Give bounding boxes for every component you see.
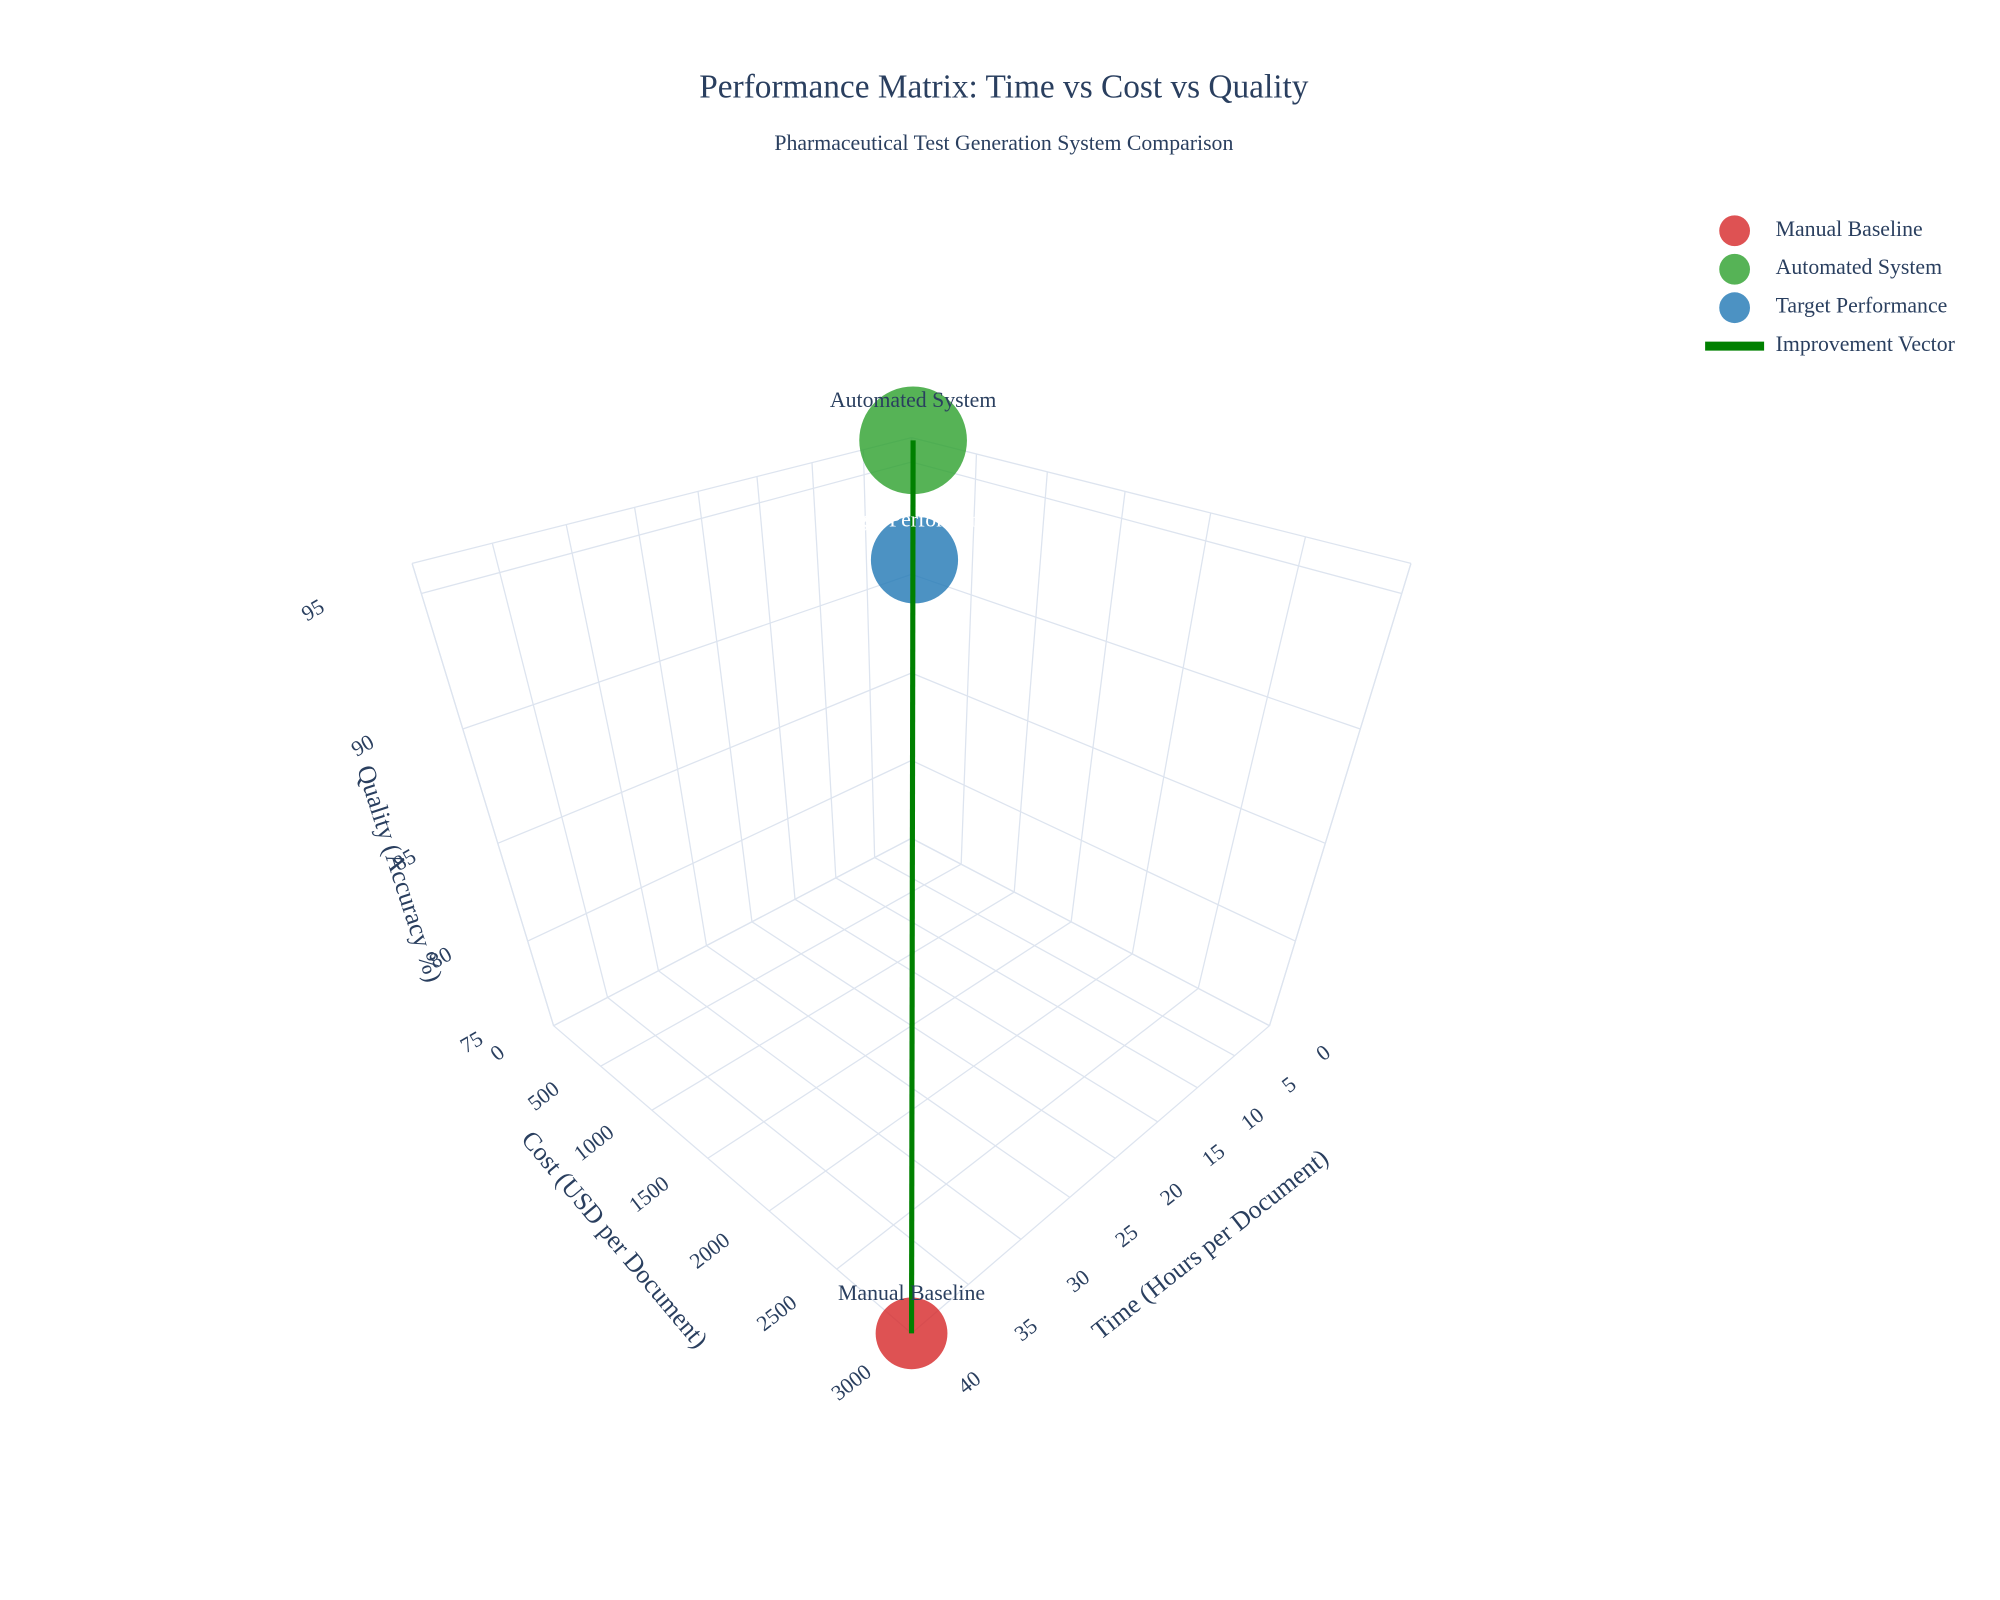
y-tick-label: 500 [523, 1076, 564, 1115]
box-edge [411, 436, 912, 565]
z-tick-label: 90 [347, 730, 378, 762]
x-tick-label: 0 [1312, 1040, 1335, 1066]
box-edge [1268, 563, 1412, 1026]
y-tick-label: 3000 [827, 1360, 876, 1406]
grid-line [835, 877, 1198, 1089]
grid-line [527, 759, 912, 942]
grid-line [794, 898, 1159, 1123]
grid-line [911, 461, 1402, 595]
grid-line [911, 759, 1296, 942]
y-axis-title: Cost (USD per Document) [516, 1125, 714, 1354]
grid-line [911, 1025, 1270, 1334]
x-tick-label: 30 [1062, 1265, 1094, 1297]
z-tick-label: 95 [297, 594, 328, 626]
grid-line [1131, 512, 1212, 954]
grid-line [462, 573, 912, 730]
grid-line [658, 970, 1022, 1240]
grid-line [553, 837, 912, 1027]
grid-line [960, 453, 978, 865]
x-tick-label: 40 [953, 1366, 985, 1398]
grid-line [811, 462, 837, 878]
y-tick-label: 2000 [685, 1228, 734, 1274]
y-tick-label: 0 [486, 1040, 509, 1066]
grid-line [421, 461, 912, 595]
legend-marker [1719, 253, 1750, 285]
x-tick-label: 5 [1277, 1072, 1300, 1098]
grid-line [651, 891, 1015, 1111]
box-edge [911, 436, 1412, 565]
grid-line [607, 996, 969, 1286]
grid-line [751, 921, 1116, 1159]
improvement-line [908, 440, 916, 1334]
grid-line [1197, 536, 1307, 989]
x-tick-label: 25 [1111, 1220, 1143, 1252]
grid-line [756, 476, 796, 900]
grid-line [1070, 491, 1126, 922]
grid-line [911, 837, 1270, 1027]
chart-subtitle: Pharmaceutical Test Generation System Co… [774, 131, 1233, 155]
x-tick-label: 35 [1010, 1314, 1042, 1346]
grid-line [565, 524, 660, 971]
legend-label: Target Performance [1776, 294, 1948, 318]
grid-line [553, 1025, 912, 1334]
grid-line [697, 491, 753, 922]
grid-line [497, 672, 912, 844]
z-tick-label: 75 [456, 1026, 487, 1058]
legend-label: Automated System [1776, 255, 1942, 279]
grid-line [768, 953, 1133, 1212]
grid-line [707, 921, 1072, 1159]
y-tick-label: 2500 [752, 1290, 801, 1336]
grid-line [633, 507, 708, 946]
legend-marker [1719, 215, 1750, 247]
y-tick-label: 1000 [569, 1120, 618, 1166]
grid-line [491, 543, 609, 998]
x-tick-label: 20 [1156, 1178, 1188, 1210]
chart-title: Performance Matrix: Time vs Cost vs Qual… [699, 68, 1308, 105]
box-edge [411, 563, 555, 1026]
grid-line [706, 945, 1071, 1198]
grid-line [862, 449, 876, 858]
legend-marker [1719, 292, 1750, 324]
grid-line [874, 857, 1235, 1057]
x-tick-label: 10 [1236, 1103, 1268, 1135]
point-label: Manual Baseline [838, 1281, 985, 1305]
grid-line [836, 987, 1199, 1270]
x-tick-label: 15 [1197, 1139, 1229, 1171]
legend-label: Improvement Vector [1776, 332, 1956, 356]
y-tick-label: 1500 [625, 1171, 674, 1217]
grid-line [600, 863, 962, 1067]
grid-line [911, 672, 1326, 844]
point-label: Automated System [830, 388, 996, 412]
grid-line [1013, 471, 1048, 893]
grid-line [911, 573, 1361, 730]
legend-label: Manual Baseline [1776, 217, 1923, 241]
point-label: Target Performance [829, 507, 1001, 531]
